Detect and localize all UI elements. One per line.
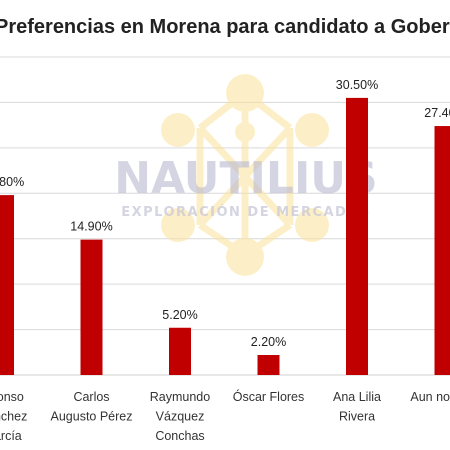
data-label: 30.50% [336, 78, 378, 92]
watermark: NAUTILIUS EXPLORACIÓN DE MERCADOS [114, 74, 378, 276]
watermark-tagline: EXPLORACIÓN DE MERCADOS [121, 204, 371, 220]
bar [80, 239, 103, 375]
value-labels: 19.80% 14.90% 5.20% 2.20% 30.50% 27.40% [0, 78, 450, 349]
chart-title: Preferencias en Morena para candidato a … [0, 16, 450, 38]
bar [346, 97, 368, 375]
data-label: 19.80% [0, 175, 24, 189]
molecule-logo-icon [161, 74, 329, 276]
category-label: Aun no sabe [410, 390, 450, 404]
data-label: 27.40% [424, 106, 450, 120]
bar [257, 355, 280, 375]
category-label: Carlos Augusto Pérez [51, 390, 133, 424]
category-label: Ana Lilia Rivera [333, 390, 381, 424]
data-label: 5.20% [162, 308, 197, 322]
category-label: Óscar Flores [233, 389, 305, 404]
category-label: Raymundo Vázquez Conchas [150, 390, 210, 443]
category-label: AlfonsoSánchezGarcía [0, 390, 27, 443]
watermark-brand: NAUTILIUS [114, 153, 377, 204]
bars [0, 97, 450, 376]
data-label: 2.20% [251, 335, 286, 349]
bar [434, 126, 450, 376]
bar [169, 327, 191, 375]
bar [0, 195, 14, 375]
data-label: 14.90% [70, 220, 112, 234]
